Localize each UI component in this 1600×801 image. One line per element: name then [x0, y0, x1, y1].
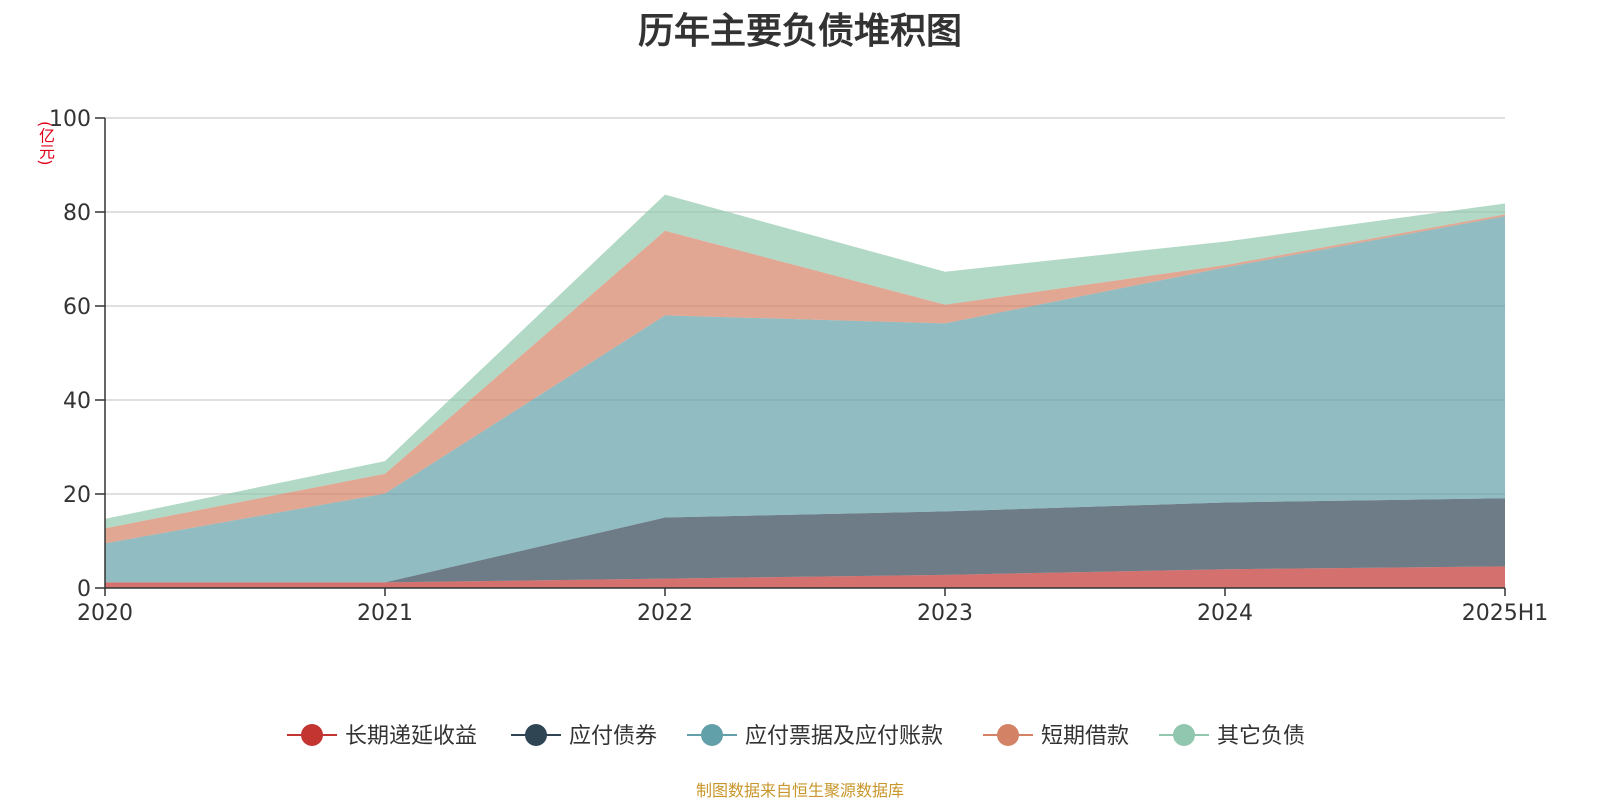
legend-label: 短期借款	[1041, 724, 1129, 749]
legend-label: 长期递延收益	[345, 724, 477, 749]
y-tick-label: 0	[77, 577, 91, 602]
legend-item[interactable]: 应付债券	[511, 724, 657, 749]
y-tick-label: 80	[63, 201, 91, 226]
x-tick-label: 2020	[77, 601, 133, 626]
legend-marker	[1173, 724, 1195, 746]
legend-label: 应付债券	[569, 724, 657, 749]
legend-item[interactable]: 其它负债	[1159, 724, 1305, 749]
x-tick-label: 2025H1	[1462, 601, 1549, 626]
area-series-1	[105, 566, 1505, 588]
x-tick-label: 2023	[917, 601, 973, 626]
chart-title: 历年主要负债堆积图	[637, 11, 962, 52]
area-series-2	[105, 498, 1505, 583]
legend-label: 其它负债	[1217, 724, 1305, 749]
y-tick-label: 60	[63, 295, 91, 320]
data-source-note: 制图数据来自恒生聚源数据库	[695, 781, 904, 800]
y-tick-label: 100	[49, 107, 91, 132]
y-tick-label: 20	[63, 483, 91, 508]
legend-item[interactable]: 短期借款	[983, 724, 1129, 749]
legend[interactable]: 长期递延收益 应付债券 应付票据及应付账款 短期借款 其它负债	[287, 724, 1305, 749]
legend-marker	[525, 724, 547, 746]
area-series-4	[105, 214, 1505, 544]
axes: 0 20 40 60 80 100 2020 2021 2022 2023 2024 2025H1	[49, 107, 1548, 626]
x-tick-label: 2022	[637, 601, 693, 626]
area-series-5	[105, 194, 1505, 529]
legend-item[interactable]: 应付票据及应付账款	[687, 724, 943, 749]
legend-label: 应付票据及应付账款	[745, 724, 943, 749]
area-series-3	[105, 216, 1505, 583]
y-axis-unit-label: (亿元)	[36, 121, 55, 166]
x-tick-label: 2024	[1197, 601, 1253, 626]
area-series	[105, 194, 1505, 588]
x-tick-label: 2021	[357, 601, 413, 626]
legend-marker	[701, 724, 723, 746]
legend-marker	[997, 724, 1019, 746]
y-tick-label: 40	[63, 389, 91, 414]
legend-marker	[301, 724, 323, 746]
legend-item[interactable]: 长期递延收益	[287, 724, 477, 749]
